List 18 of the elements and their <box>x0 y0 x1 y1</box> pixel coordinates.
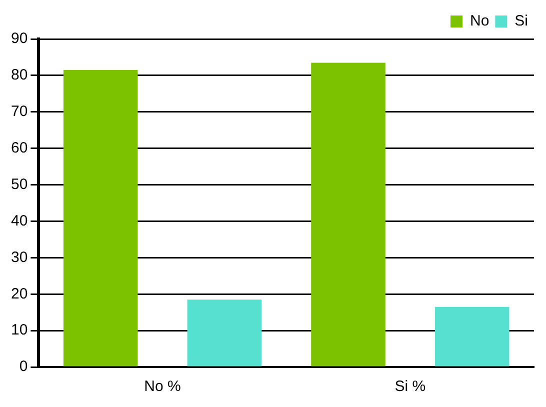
legend-label: Si <box>514 12 528 30</box>
bar <box>187 300 262 366</box>
legend-label: No <box>470 12 490 30</box>
y-tick-label: 20 <box>10 285 28 302</box>
bar <box>311 62 386 366</box>
y-tick-label: 50 <box>10 176 28 193</box>
bar <box>63 70 138 366</box>
x-tick-label: Si % <box>394 378 426 396</box>
y-tick-label: 60 <box>10 139 28 156</box>
y-tick-label: 30 <box>10 248 28 266</box>
y-tick-label: 70 <box>10 103 28 120</box>
x-tick-label: No % <box>144 378 181 396</box>
y-tick-label: 80 <box>10 66 28 84</box>
y-tick-label: 0 <box>19 358 28 376</box>
y-tick-label: 10 <box>10 322 28 339</box>
y-tick-label: 90 <box>10 30 28 48</box>
bar <box>434 306 510 366</box>
y-tick-label: 40 <box>10 212 28 230</box>
